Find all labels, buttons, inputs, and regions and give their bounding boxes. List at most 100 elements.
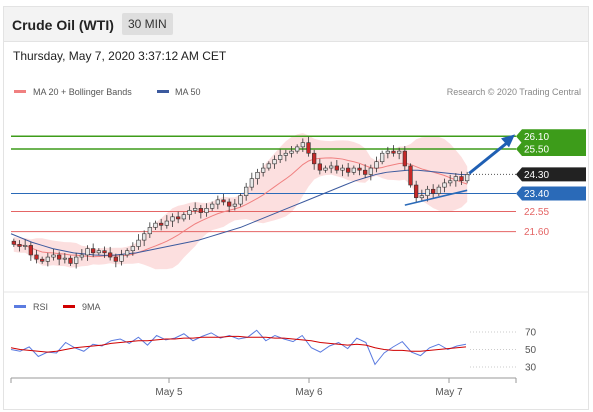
candle-body — [295, 146, 300, 152]
ma20-line — [13, 157, 468, 258]
level-label-1: 25.50 — [524, 145, 549, 156]
candle-body — [249, 178, 254, 188]
candle-body — [346, 167, 351, 173]
candle-body — [85, 248, 90, 256]
rsi-tick-70: 70 — [525, 328, 537, 339]
candle-body — [453, 176, 458, 182]
candle-body — [255, 172, 260, 179]
candle-body — [283, 152, 288, 156]
candle-body — [113, 256, 118, 262]
candle-body — [402, 150, 407, 167]
candle-body — [193, 208, 198, 211]
candle-body — [221, 199, 226, 203]
candle-body — [465, 174, 470, 182]
candle-body — [79, 254, 84, 258]
candle-body — [57, 254, 62, 260]
chart-header: Crude Oil (WTI) 30 MIN — [4, 7, 588, 42]
candle-body — [317, 163, 322, 171]
level-label-3: 23.40 — [524, 189, 549, 200]
level-tag-1 — [516, 142, 586, 156]
x-label-0: May 5 — [155, 387, 183, 398]
candle-body — [170, 216, 175, 222]
candle-body — [108, 252, 113, 258]
candle-body — [51, 254, 56, 258]
candle-body — [436, 186, 441, 194]
timeframe-badge[interactable]: 30 MIN — [122, 13, 173, 35]
candle-body — [397, 150, 402, 154]
rsi-legend: RSI 9MA — [14, 302, 101, 312]
instrument-title: Crude Oil (WTI) — [12, 17, 114, 33]
rsi-panel: 70 50 30 — [10, 328, 537, 374]
level-labels: 26.10 25.50 24.30 23.40 22.55 21.60 — [516, 129, 586, 238]
candle-body — [40, 258, 45, 262]
candle-body — [62, 257, 67, 260]
ma50-legend-swatch — [157, 90, 169, 93]
rsi-tick-30: 30 — [525, 363, 537, 374]
candle-body — [11, 240, 16, 245]
candle-body — [385, 150, 390, 154]
candle-body — [119, 254, 124, 262]
candle-body — [91, 248, 96, 254]
level-tag-0 — [516, 129, 586, 144]
forecast-arrow-head — [501, 134, 515, 148]
rsi-legend-swatch — [14, 305, 26, 308]
candle-body — [408, 165, 413, 186]
candle-body — [164, 220, 169, 226]
level-lines — [11, 135, 516, 233]
candle-body — [244, 186, 249, 196]
candle-body — [278, 155, 283, 160]
research-credit: Research © 2020 Trading Central — [447, 87, 581, 97]
candle-body — [289, 150, 294, 154]
candle-body — [147, 227, 152, 235]
candle-body — [425, 188, 430, 196]
trendlines — [404, 134, 515, 206]
candle-body — [272, 159, 277, 165]
candlesticks — [11, 136, 470, 269]
candle-body — [68, 257, 73, 264]
candle-body — [459, 176, 464, 182]
price-legend: MA 20 + Bollinger Bands MA 50 Research ©… — [14, 87, 581, 97]
candle-body — [28, 245, 33, 256]
candle-body — [266, 163, 271, 169]
candle-body — [176, 216, 181, 220]
candle-body — [187, 210, 192, 215]
candle-body — [96, 250, 101, 254]
candle-body — [312, 152, 317, 165]
candle-body — [125, 250, 130, 256]
candle-body — [238, 195, 243, 205]
candle-body — [204, 208, 209, 213]
candle-body — [374, 161, 379, 169]
x-axis: May 5 May 6 May 7 — [10, 377, 517, 398]
candle-body — [363, 169, 368, 175]
candle-body — [45, 256, 50, 262]
level-label-0: 26.10 — [524, 132, 549, 143]
candle-body — [102, 250, 107, 254]
support-trendline — [404, 189, 468, 206]
candle-body — [368, 167, 373, 175]
ma50-legend-label: MA 50 — [175, 87, 201, 97]
x-label-1: May 6 — [295, 387, 323, 398]
ma20-legend-swatch — [14, 90, 26, 93]
candle-body — [181, 214, 186, 220]
candle-body — [448, 180, 453, 184]
candle-body — [442, 182, 447, 188]
level-label-2: 24.30 — [524, 170, 549, 181]
candle-body — [227, 201, 232, 207]
candle-body — [159, 222, 164, 226]
chart-widget: Crude Oil (WTI) 30 MIN Thursday, May 7, … — [3, 6, 589, 410]
candle-body — [323, 167, 328, 171]
candle-body — [215, 199, 220, 205]
candle-body — [198, 208, 203, 213]
candle-body — [142, 233, 147, 241]
candle-body — [334, 165, 339, 171]
candle-body — [351, 167, 356, 173]
rsi-series-0 — [10, 329, 467, 366]
x-label-2: May 7 — [435, 387, 463, 398]
ma9-legend-label: 9MA — [82, 302, 101, 312]
candle-body — [136, 239, 141, 247]
candle-body — [130, 246, 135, 252]
level-label-4: 22.55 — [524, 207, 549, 218]
candle-body — [306, 142, 311, 154]
rsi-tick-50: 50 — [525, 345, 537, 356]
